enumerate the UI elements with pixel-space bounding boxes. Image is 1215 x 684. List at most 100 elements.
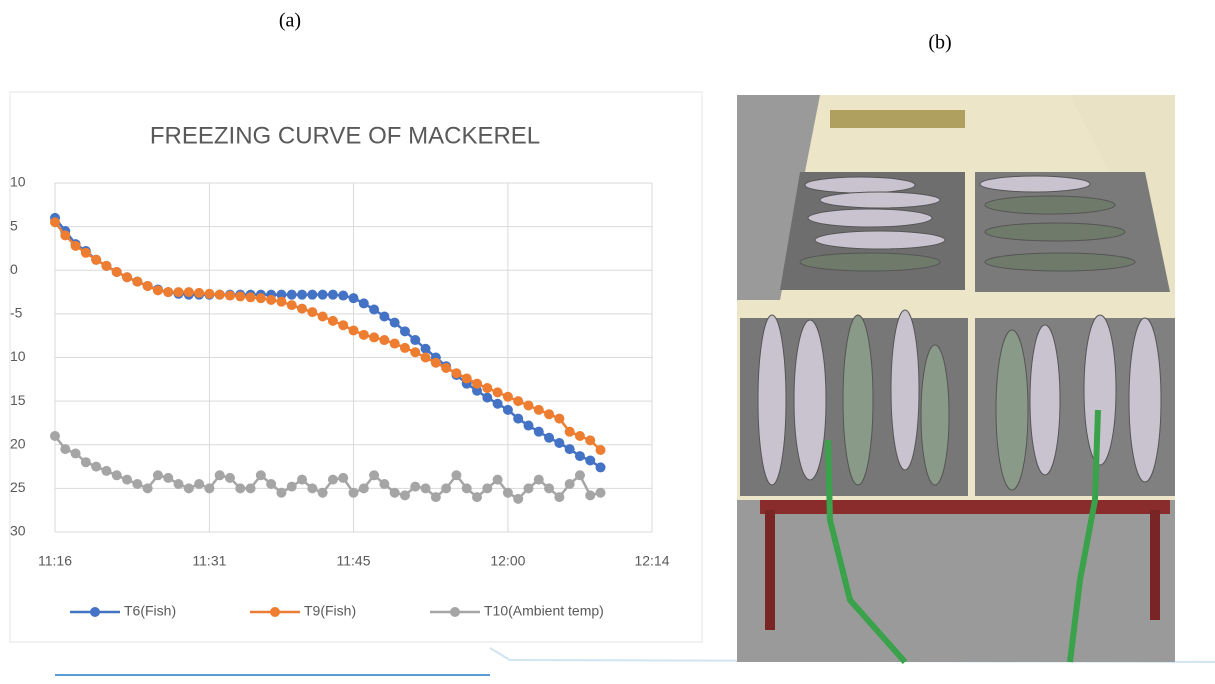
- data-point: [574, 431, 585, 442]
- data-point: [297, 289, 308, 300]
- data-point: [276, 296, 287, 307]
- photo-fish: [799, 252, 941, 272]
- data-point: [142, 483, 153, 494]
- data-point: [595, 444, 606, 455]
- photo-fish: [920, 344, 950, 486]
- y-tick-label: 30: [10, 523, 26, 539]
- data-point: [132, 276, 143, 287]
- y-tick-label: 20: [10, 435, 26, 451]
- y-tick-label: 5: [10, 217, 18, 233]
- y-tick-label: 15: [10, 392, 26, 408]
- photo-fish: [890, 309, 920, 471]
- y-tick-label: 10: [10, 348, 26, 364]
- data-point: [502, 391, 513, 402]
- data-point: [214, 470, 225, 481]
- photo-fish: [819, 191, 941, 209]
- data-point: [204, 483, 215, 494]
- data-point: [430, 357, 441, 368]
- data-point: [245, 483, 256, 494]
- data-point: [420, 483, 431, 494]
- photo-fish: [842, 314, 874, 486]
- data-point: [358, 483, 369, 494]
- data-point: [235, 483, 246, 494]
- data-point: [173, 479, 184, 490]
- data-point: [358, 298, 369, 309]
- data-point: [410, 481, 421, 492]
- data-point: [317, 311, 328, 322]
- photo-table-edge: [760, 500, 1170, 514]
- data-point: [564, 444, 575, 455]
- data-point: [307, 289, 318, 300]
- photo-fish: [1029, 324, 1061, 476]
- data-point: [523, 483, 534, 494]
- data-point: [595, 462, 606, 473]
- data-point: [554, 492, 565, 503]
- data-point: [482, 383, 493, 394]
- data-point: [152, 285, 163, 296]
- data-point: [338, 320, 349, 331]
- data-point: [163, 472, 174, 483]
- data-point: [472, 385, 483, 396]
- data-point: [327, 289, 338, 300]
- chart-frame: [9, 91, 703, 643]
- data-point: [492, 387, 503, 398]
- data-point: [183, 483, 194, 494]
- data-point: [472, 378, 483, 389]
- chart-title: FREEZING CURVE OF MACKEREL: [150, 122, 540, 149]
- legend-label: T10(Ambient temp): [484, 603, 604, 619]
- data-point: [70, 448, 81, 459]
- data-point: [91, 461, 102, 472]
- y-tick-label: 25: [10, 479, 26, 495]
- photo-fish: [807, 208, 933, 228]
- data-point: [348, 325, 359, 336]
- x-tick-label: 11:16: [38, 553, 72, 569]
- photo-fish: [979, 175, 1091, 193]
- legend-label: T9(Fish): [304, 603, 356, 619]
- data-point: [286, 289, 297, 300]
- data-point: [513, 493, 524, 504]
- data-point: [523, 420, 534, 431]
- data-point: [327, 474, 338, 485]
- data-point: [338, 290, 349, 301]
- data-point: [544, 483, 555, 494]
- data-point: [80, 457, 91, 468]
- data-point: [533, 404, 544, 415]
- data-point: [502, 487, 513, 498]
- data-point: [235, 291, 246, 302]
- data-point: [307, 307, 318, 318]
- data-point: [369, 332, 380, 343]
- data-point: [564, 426, 575, 437]
- data-point: [297, 303, 308, 314]
- data-point: [420, 352, 431, 363]
- photo-fish: [757, 314, 787, 486]
- panel-label: (b): [928, 32, 951, 54]
- data-point: [286, 481, 297, 492]
- data-point: [410, 335, 421, 346]
- data-point: [276, 487, 287, 498]
- data-point: [523, 400, 534, 411]
- data-point: [111, 266, 122, 277]
- data-point: [132, 479, 143, 490]
- panel-label: (a): [279, 10, 301, 32]
- photo-fish: [984, 222, 1126, 242]
- data-point: [492, 398, 503, 409]
- data-point: [585, 490, 596, 501]
- photo-cable: [1067, 409, 1101, 663]
- x-tick-label: 12:14: [634, 553, 669, 569]
- data-point: [266, 294, 277, 305]
- data-point: [255, 470, 266, 481]
- data-point: [502, 404, 513, 415]
- data-point: [544, 409, 555, 420]
- data-point: [574, 470, 585, 481]
- x-tick-label: 11:45: [337, 553, 371, 569]
- x-tick-label: 12:00: [490, 553, 525, 569]
- data-point: [379, 335, 390, 346]
- data-point: [461, 483, 472, 494]
- data-point: [224, 472, 235, 483]
- photo-fish: [984, 252, 1136, 272]
- data-point: [564, 479, 575, 490]
- data-point: [297, 474, 308, 485]
- data-point: [255, 293, 266, 304]
